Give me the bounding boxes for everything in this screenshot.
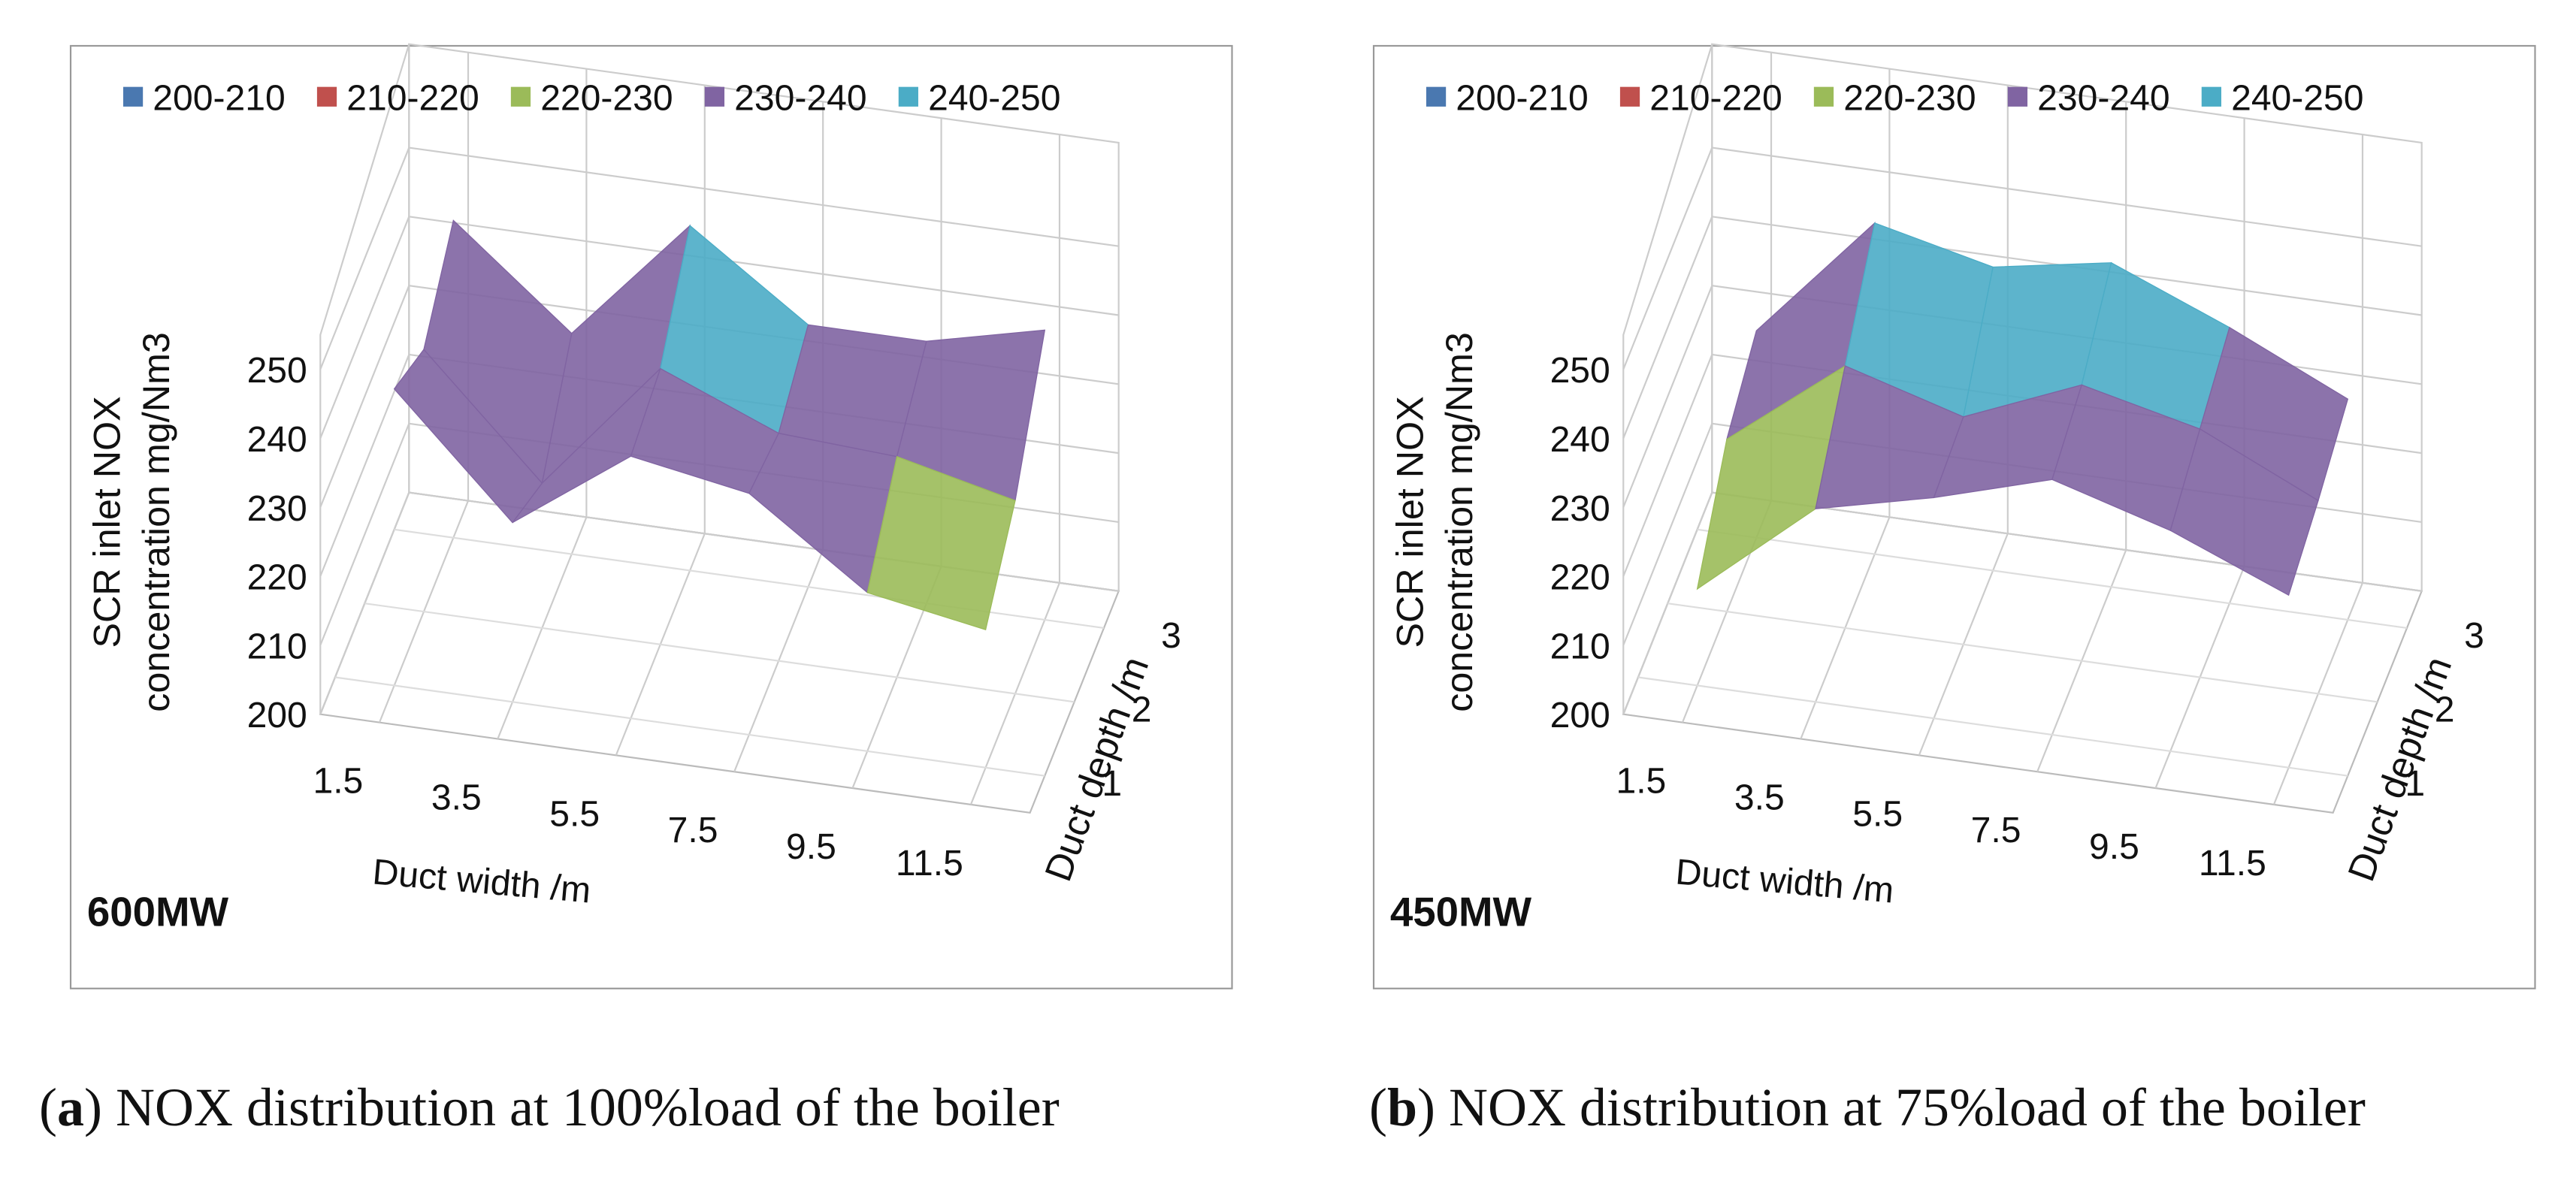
z-tick-label: 230	[247, 488, 307, 529]
caption: (b) NOX distribution at 75%load of the b…	[1369, 1077, 2366, 1137]
z-tick-label: 220	[247, 557, 307, 598]
grid-line	[1637, 676, 2348, 777]
grid-line	[1622, 491, 2422, 715]
z-tick-label: 240	[247, 419, 307, 460]
x-tick-label: 1.5	[1616, 761, 1666, 802]
legend-label: 220-230	[540, 77, 673, 118]
z-axis-title: concentration mg/Nm3	[1438, 332, 1480, 712]
grid-line	[378, 52, 470, 723]
z-tick-label: 200	[1550, 695, 1610, 735]
legend-label: 220-230	[1843, 77, 1976, 118]
z-tick-label: 240	[1550, 419, 1610, 460]
legend-label: 240-250	[2231, 77, 2363, 118]
z-axis-title: concentration mg/Nm3	[135, 332, 177, 712]
grid-line	[2272, 134, 2364, 805]
z-tick-label: 250	[1550, 350, 1610, 391]
grid-line	[969, 134, 1061, 805]
grid-line	[1697, 528, 2408, 630]
legend-swatch	[1426, 86, 1447, 107]
legend-label: 230-240	[734, 77, 866, 118]
legend-label: 200-210	[1456, 77, 1588, 118]
z-tick-label: 200	[247, 695, 307, 735]
x-tick-label: 3.5	[1734, 777, 1785, 817]
grid-line	[1622, 146, 2422, 370]
legend-label: 200-210	[153, 77, 285, 118]
grid-line	[2036, 101, 2127, 772]
legend-swatch	[2007, 86, 2028, 107]
legend-swatch	[122, 86, 144, 107]
legend-swatch	[1619, 86, 1640, 107]
caption: (a) NOX distribution at 100%load of the …	[39, 1077, 1060, 1137]
grid-line	[1918, 85, 2009, 756]
y-tick-label: 1	[2405, 763, 2425, 804]
x-tick-label: 7.5	[1971, 810, 2021, 850]
legend-label: 240-250	[928, 77, 1060, 118]
panel-label: 450MW	[1390, 889, 1532, 935]
grid-line	[1800, 68, 1891, 739]
z-tick-label: 210	[1550, 626, 1610, 666]
caption-part: (	[1369, 1077, 1387, 1137]
panel-label: 600MW	[87, 889, 229, 935]
grid-line	[1667, 603, 2378, 703]
y-tick-label: 2	[2435, 690, 2455, 730]
x-tick-label: 11.5	[2199, 843, 2266, 883]
caption-part: ) NOX distribution at 75%load of the boi…	[1417, 1077, 2366, 1137]
caption-part: ) NOX distribution at 100%load of the bo…	[84, 1077, 1060, 1137]
legend-swatch	[704, 86, 725, 107]
z-tick-label: 230	[1550, 488, 1610, 529]
y-tick-label: 1	[1102, 763, 1122, 804]
y-tick-label: 2	[1132, 690, 1152, 730]
z-tick-label: 220	[1550, 557, 1610, 598]
legend-label: 210-220	[346, 77, 479, 118]
panel-frame	[69, 44, 1233, 989]
x-tick-label: 7.5	[668, 810, 718, 850]
legend-swatch	[1813, 86, 1834, 107]
grid-line	[334, 676, 1045, 777]
x-tick-label: 9.5	[2089, 826, 2139, 867]
surface-patch	[2169, 427, 2319, 597]
caption-part: (	[39, 1077, 57, 1137]
grid-line	[319, 216, 1119, 439]
y-tick-label: 3	[1161, 615, 1181, 656]
legend-label: 230-240	[2037, 77, 2169, 118]
caption-part: a	[57, 1077, 84, 1137]
grid-line	[1622, 216, 2422, 439]
legend-swatch	[510, 86, 531, 107]
z-axis-title: SCR inlet NOX	[1389, 396, 1432, 648]
x-tick-label: 11.5	[896, 843, 963, 883]
x-tick-label: 9.5	[786, 826, 836, 867]
grid-line	[615, 85, 706, 756]
grid-line	[319, 146, 1119, 370]
caption-part: b	[1387, 1077, 1417, 1137]
panel-frame	[1372, 44, 2536, 989]
x-tick-label: 5.5	[549, 793, 600, 834]
grid-line	[364, 603, 1075, 703]
legend-swatch	[898, 86, 918, 107]
y-tick-label: 3	[2464, 615, 2484, 656]
legend-swatch	[2201, 86, 2221, 107]
z-tick-label: 250	[247, 350, 307, 391]
x-tick-label: 1.5	[313, 761, 363, 802]
legend-label: 210-220	[1649, 77, 1782, 118]
z-tick-label: 210	[247, 626, 307, 666]
x-tick-label: 3.5	[431, 777, 482, 817]
legend-swatch	[316, 86, 337, 107]
x-tick-label: 5.5	[1852, 793, 1903, 834]
grid-line	[497, 68, 588, 739]
z-axis-title: SCR inlet NOX	[86, 396, 128, 648]
surface-patch	[866, 455, 1016, 630]
